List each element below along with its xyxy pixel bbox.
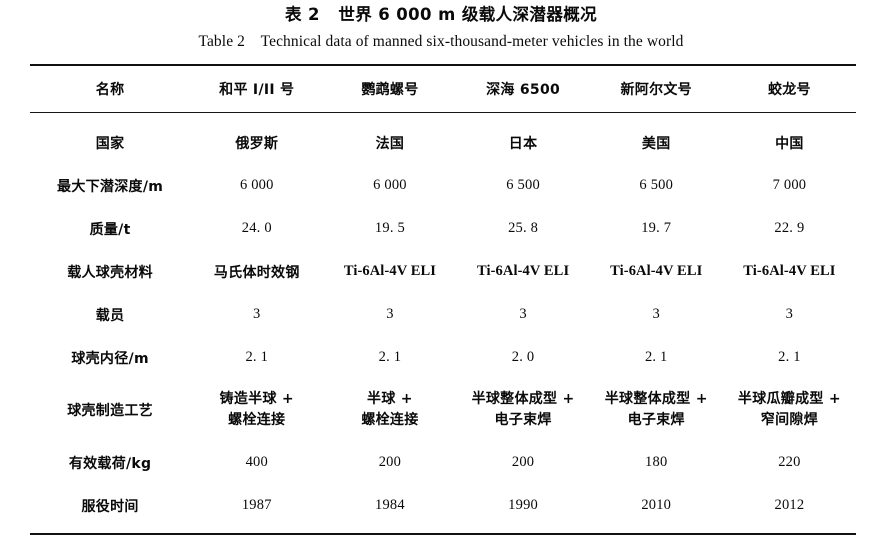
table-spacer	[30, 113, 856, 121]
column-header-vehicle: 蛟龙号	[767, 82, 811, 98]
row-label: 载人球壳材料	[67, 264, 153, 281]
table-cell: 200	[378, 454, 402, 470]
row-label: 球壳内径/m	[71, 350, 149, 367]
table-title-chinese: 表 2 世界 6 000 m 级载人深潜器概况	[284, 5, 598, 24]
row-label: 有效载荷/kg	[68, 455, 152, 472]
table-row: 国家 俄罗斯 法国 日本 美国 中国	[30, 121, 856, 164]
table-cell: 1987	[241, 497, 272, 513]
table-caption: 表 2 世界 6 000 m 级载人深潜器概况 Table 2 Technica…	[0, 0, 882, 54]
table-row: 球壳制造工艺 铸造半球 + 螺栓连接 半球 + 螺栓连接 半球整体成型 + 电子束焊半…	[30, 379, 856, 441]
table-row: 载人球壳材料 马氏体时效钢 Ti-6Al-4V ELI Ti-6Al-4V ELI Ti…	[30, 250, 856, 293]
column-header-vehicle: 深海 6500	[486, 82, 561, 98]
table-cell: Ti-6Al-4V ELI	[343, 263, 437, 279]
table-rule-top	[30, 64, 856, 66]
table-cell: 6 500	[639, 177, 674, 193]
table-cell: 日本	[508, 135, 538, 152]
table-cell: 3	[386, 306, 394, 322]
table-cell: 22. 9	[774, 220, 805, 236]
table-cell: 25. 8	[508, 220, 539, 236]
table-cell: 400	[245, 454, 268, 470]
table-row: 服役时间 1987 1984 1990 2010 2012	[30, 484, 856, 527]
table-container: 名称 和平 I/II 号 鹦鹉螺号 深海 6500 新阿尔文号 蛟龙号国家 俄罗斯 法国 日本 美…	[30, 64, 856, 535]
data-table: 名称 和平 I/II 号 鹦鹉螺号 深海 6500 新阿尔文号 蛟龙号国家 俄罗斯 法国 日本 美…	[30, 66, 856, 533]
row-label: 最大下潜深度/m	[57, 178, 164, 195]
table-cell: 3	[652, 306, 660, 322]
table-cell: 2. 1	[378, 349, 402, 365]
table-cell: 半球 + 螺栓连接	[361, 391, 419, 428]
table-cell: 马氏体时效钢	[213, 264, 300, 281]
table-cell: 2. 1	[644, 349, 668, 365]
table-cell: 铸造半球 + 螺栓连接	[219, 391, 294, 428]
table-title-english: Table 2 Technical data of manned six-tho…	[198, 33, 684, 50]
table-row: 载员 3 3 3 3 3	[30, 293, 856, 336]
table-cell: 2012	[774, 497, 805, 513]
table-cell: 2010	[641, 497, 672, 513]
table-cell: 19. 7	[641, 220, 672, 236]
table-cell: 7 000	[772, 177, 807, 193]
table-cell: 24. 0	[241, 220, 272, 236]
table-row: 最大下潜深度/m 6 000 6 000 6 500 6 500 7 000	[30, 164, 856, 207]
table-cell: 中国	[775, 135, 804, 152]
table-cell: 2. 0	[511, 349, 535, 365]
table-cell: 1990	[508, 497, 538, 513]
table-rule-header	[30, 112, 856, 113]
table-cell: 俄罗斯	[235, 135, 279, 152]
column-header-label: 名称	[95, 82, 125, 98]
table-cell: 6 000	[239, 177, 274, 193]
column-header-vehicle: 和平 I/II 号	[219, 82, 295, 98]
table-cell: 3	[785, 306, 794, 322]
row-label: 质量/t	[89, 221, 131, 238]
table-cell: 3	[519, 306, 527, 322]
table-cell: 200	[511, 454, 535, 470]
table-cell: 半球瓜瓣成型 + 窄间隙焊	[737, 391, 841, 428]
table-row: 球壳内径/m 2. 1 2. 1 2. 0 2. 1 2. 1	[30, 336, 856, 379]
table-cell: 220	[778, 454, 801, 470]
column-header-vehicle: 鹦鹉螺号	[361, 82, 419, 98]
row-label: 服役时间	[81, 498, 139, 515]
table-cell: 3	[253, 306, 261, 322]
table-cell: 180	[645, 454, 668, 470]
table-cell: 19. 5	[374, 220, 405, 236]
table-cell: 6 500	[506, 177, 540, 193]
table-cell: Ti-6Al-4V ELI	[610, 263, 703, 279]
table-cell: 半球整体成型 + 电子束焊	[604, 391, 708, 428]
table-header-row: 名称 和平 I/II 号 鹦鹉螺号 深海 6500 新阿尔文号 蛟龙号	[30, 66, 856, 112]
row-label: 载员	[95, 307, 125, 324]
table-cell: Ti-6Al-4V ELI	[743, 263, 836, 279]
table-cell: 半球整体成型 + 电子束焊	[471, 391, 575, 428]
table-cell: 1984	[375, 497, 405, 513]
table-cell: Ti-6Al-4V ELI	[476, 263, 570, 279]
column-header-vehicle: 新阿尔文号	[620, 82, 692, 98]
table-cell: 2. 1	[778, 349, 801, 365]
table-body: 名称 和平 I/II 号 鹦鹉螺号 深海 6500 新阿尔文号 蛟龙号国家 俄罗斯 法国 日本 美…	[30, 66, 856, 533]
table-rule-bottom	[30, 533, 856, 535]
table-cell: 6 000	[373, 177, 407, 193]
row-label: 国家	[95, 135, 125, 152]
table-row: 质量/t 24. 0 19. 5 25. 8 19. 7 22. 9	[30, 207, 856, 250]
table-cell: 法国	[375, 135, 405, 152]
table-cell: 2. 1	[245, 349, 269, 365]
row-label: 球壳制造工艺	[67, 403, 153, 419]
table-cell: 美国	[641, 135, 671, 152]
table-row: 有效载荷/kg 400 200 200 180 220	[30, 441, 856, 484]
